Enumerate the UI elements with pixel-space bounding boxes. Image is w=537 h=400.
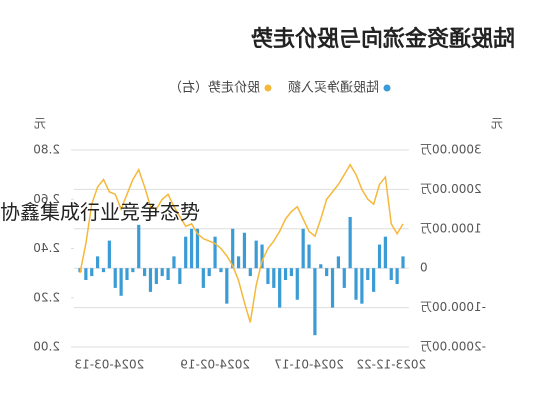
- bar: [377, 244, 382, 269]
- bar: [219, 268, 223, 273]
- bar: [143, 268, 147, 277]
- bar: [195, 228, 200, 269]
- bar: [395, 268, 399, 284]
- bar: [266, 268, 270, 284]
- bar: [372, 268, 376, 292]
- bar: [236, 256, 241, 269]
- bar: [84, 268, 88, 281]
- bar: [272, 268, 276, 288]
- bar: [113, 268, 117, 288]
- bar: [248, 268, 252, 277]
- bar: [184, 236, 188, 269]
- bar: [289, 268, 294, 277]
- bar: [354, 268, 358, 300]
- bar: [101, 268, 106, 273]
- bar: [231, 228, 235, 269]
- bar: [119, 268, 123, 296]
- y-tick-label: 3000.00万: [420, 143, 482, 157]
- bar: [325, 268, 329, 277]
- bar: [313, 268, 317, 336]
- bar: [178, 268, 182, 284]
- bar: [383, 236, 387, 269]
- y2-unit: 元: [34, 117, 46, 131]
- bar: [172, 256, 176, 269]
- y2-tick-label: 2.00: [33, 340, 60, 354]
- bar: [148, 268, 153, 292]
- bar: [401, 256, 405, 269]
- bar: [90, 268, 94, 277]
- bar: [107, 240, 111, 269]
- bar: [342, 268, 346, 288]
- overlay-text: 协鑫集成行业竞争态势: [0, 200, 200, 224]
- legend-label: 陆股通净买入额: [288, 80, 379, 96]
- bar: [330, 268, 335, 308]
- mirrored-chart: 陆股通资金流向与股价走势 元 元 -2000.00万 -1000.00万 0 1000…: [33, 26, 515, 372]
- bar: [166, 268, 170, 281]
- price-line: [79, 163, 404, 323]
- y-tick-label: 1000.00万: [420, 221, 482, 235]
- bar: [360, 268, 364, 304]
- legend-marker: [264, 84, 272, 92]
- bar: [213, 236, 217, 269]
- bar: [131, 268, 135, 273]
- y2-tick-label: 2.20: [33, 290, 60, 304]
- bar: [242, 232, 247, 269]
- x-tick-label: 2024-03-13: [74, 358, 144, 372]
- bar: [125, 268, 129, 281]
- bar: [278, 268, 282, 308]
- legend-marker: [383, 84, 391, 92]
- x-tick-label: 2024-01-17: [274, 358, 344, 372]
- bar: [207, 268, 211, 277]
- bar: [160, 268, 164, 277]
- x-tick-label: 2024-02-19: [180, 358, 250, 372]
- bar: [348, 216, 352, 269]
- bar: [260, 244, 264, 269]
- y-tick-label: -2000.00万: [420, 340, 486, 354]
- bar: [201, 268, 205, 288]
- bar: [283, 268, 288, 281]
- bar: [307, 244, 311, 269]
- x-tick-label: 2023-12-22: [356, 358, 426, 372]
- bar: [96, 256, 100, 269]
- bar: [319, 264, 323, 269]
- bar: [336, 256, 340, 269]
- bar: [389, 268, 393, 281]
- y2-tick-label: 2.80: [33, 143, 60, 157]
- bar: [254, 240, 258, 269]
- y-tick-label: -1000.00万: [420, 300, 486, 314]
- bar: [295, 268, 299, 300]
- bar: [366, 268, 370, 281]
- y-tick-label: 2000.00万: [420, 182, 482, 196]
- legend-label: 股价走势（右）: [169, 80, 260, 96]
- bar: [154, 268, 158, 284]
- y-tick-label: 0: [420, 261, 428, 275]
- chart-title: 陆股通资金流向与股价走势: [251, 26, 515, 52]
- y-unit: 元: [491, 117, 503, 131]
- bar: [189, 228, 194, 269]
- y2-tick-label: 2.40: [33, 241, 60, 255]
- bar: [301, 228, 305, 269]
- y2-tick-label: 2.60: [33, 192, 60, 206]
- bar: [225, 268, 229, 304]
- bar: [137, 224, 141, 269]
